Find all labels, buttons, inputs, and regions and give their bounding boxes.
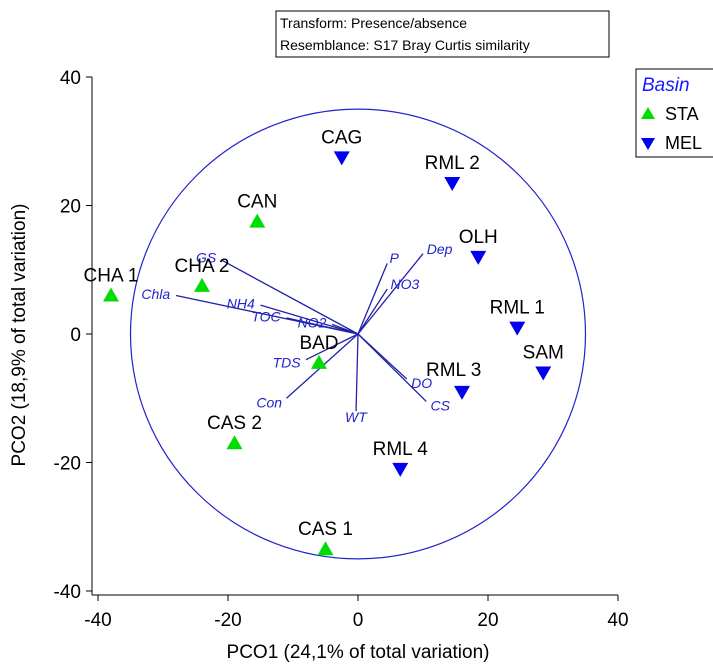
vector-label-p: P [390, 250, 400, 266]
vector-gs [221, 259, 359, 335]
point-layer: CHA 1 CHA 2 CAN BAD CAS 2 CAS 1 CAG RML 2 OLH RML… [84, 127, 564, 556]
point-label-can: CAN [237, 192, 277, 213]
vector-label-chla: Chla [141, 286, 170, 302]
y-tick-label: 20 [60, 197, 81, 218]
vector-label-nh4: NH4 [227, 295, 255, 311]
vector-cs [357, 333, 427, 402]
point-label-bad: BAD [299, 333, 338, 354]
correlation-circle-layer [129, 108, 587, 560]
legend-mel-label: MEL [665, 133, 702, 153]
point-rml-3 [454, 385, 470, 400]
point-label-sam: SAM [523, 343, 564, 364]
point-label-rml-3: RML 3 [426, 360, 481, 381]
vector-label-do: DO [411, 375, 432, 391]
point-label-rml-4: RML 4 [373, 439, 429, 460]
y-axis-title: PCO2 (18,9% of total variation) [9, 204, 30, 467]
point-cha-2 [194, 277, 210, 292]
point-label-cas-2: CAS 2 [207, 413, 262, 434]
y-tick-label: 0 [70, 325, 81, 346]
point-label-rml-1: RML 1 [490, 298, 545, 319]
point-cha-1 [103, 287, 119, 302]
vector-no3 [357, 288, 388, 335]
point-cag [333, 151, 350, 166]
legend: Basin STA MEL [635, 68, 713, 158]
point-label-rml-2: RML 2 [425, 153, 480, 174]
vector-dep [357, 253, 424, 335]
transform-note-box [275, 10, 610, 58]
point-label-cag: CAG [321, 127, 362, 148]
x-tick-label: 0 [353, 610, 364, 631]
point-cas-1 [317, 541, 334, 556]
legend-mel-marker [641, 138, 655, 150]
vector-label-toc: TOC [251, 309, 281, 325]
point-olh [470, 250, 487, 265]
vector-label-dep: Dep [427, 241, 453, 257]
resemblance-note-line-2: Resemblance: S17 Bray Curtis similarity [280, 37, 530, 53]
vector-p [357, 263, 388, 335]
y-tick-label: -40 [54, 582, 81, 603]
point-rml-2 [444, 177, 461, 192]
legend-sta-marker [641, 107, 655, 119]
legend-title: Basin [642, 75, 690, 96]
point-cas-2 [226, 435, 243, 450]
correlation-circle [129, 108, 587, 560]
vector-tds [305, 333, 359, 361]
point-bad [311, 354, 327, 369]
point-can [249, 213, 266, 228]
vector-nh4 [260, 304, 359, 335]
point-rml-4 [392, 462, 409, 477]
vector-label-no3: NO3 [391, 276, 420, 292]
x-tick-label: -20 [214, 610, 241, 631]
vector-label-cs: CS [431, 398, 451, 414]
vector-label-con: Con [256, 394, 282, 410]
vector-label-tds: TDS [273, 354, 302, 370]
point-label-cas-1: CAS 1 [298, 519, 353, 540]
y-tick-label: -20 [54, 454, 81, 475]
vector-wt [355, 333, 359, 412]
x-ticks: -40 -20 0 20 40 [84, 595, 629, 631]
point-label-cha-2: CHA 2 [175, 256, 230, 277]
axes: -40 -20 0 20 40 -40 -20 0 20 40 [54, 68, 629, 631]
vector-no2 [331, 323, 359, 335]
x-axis-title: PCO1 (24,1% of total variation) [227, 642, 490, 663]
vector-toc [286, 317, 359, 335]
legend-sta-label: STA [665, 104, 699, 124]
vector-label-wt: WT [345, 409, 368, 425]
vector-label-gs: GS [196, 249, 217, 265]
point-rml-1 [509, 321, 526, 336]
vector-label-no2: NO2 [298, 314, 327, 330]
transform-note-line-1: Transform: Presence/absence [280, 15, 467, 31]
x-tick-label: 40 [607, 610, 628, 631]
point-label-olh: OLH [459, 227, 498, 248]
point-label-cha-1: CHA 1 [84, 265, 139, 286]
point-sam [535, 366, 552, 381]
transform-note: Transform: Presence/absence Resemblance:… [275, 10, 610, 58]
y-tick-label: 40 [60, 68, 81, 89]
y-ticks: -40 -20 0 20 40 [54, 68, 92, 603]
x-tick-label: -40 [84, 610, 111, 631]
x-tick-label: 20 [477, 610, 498, 631]
